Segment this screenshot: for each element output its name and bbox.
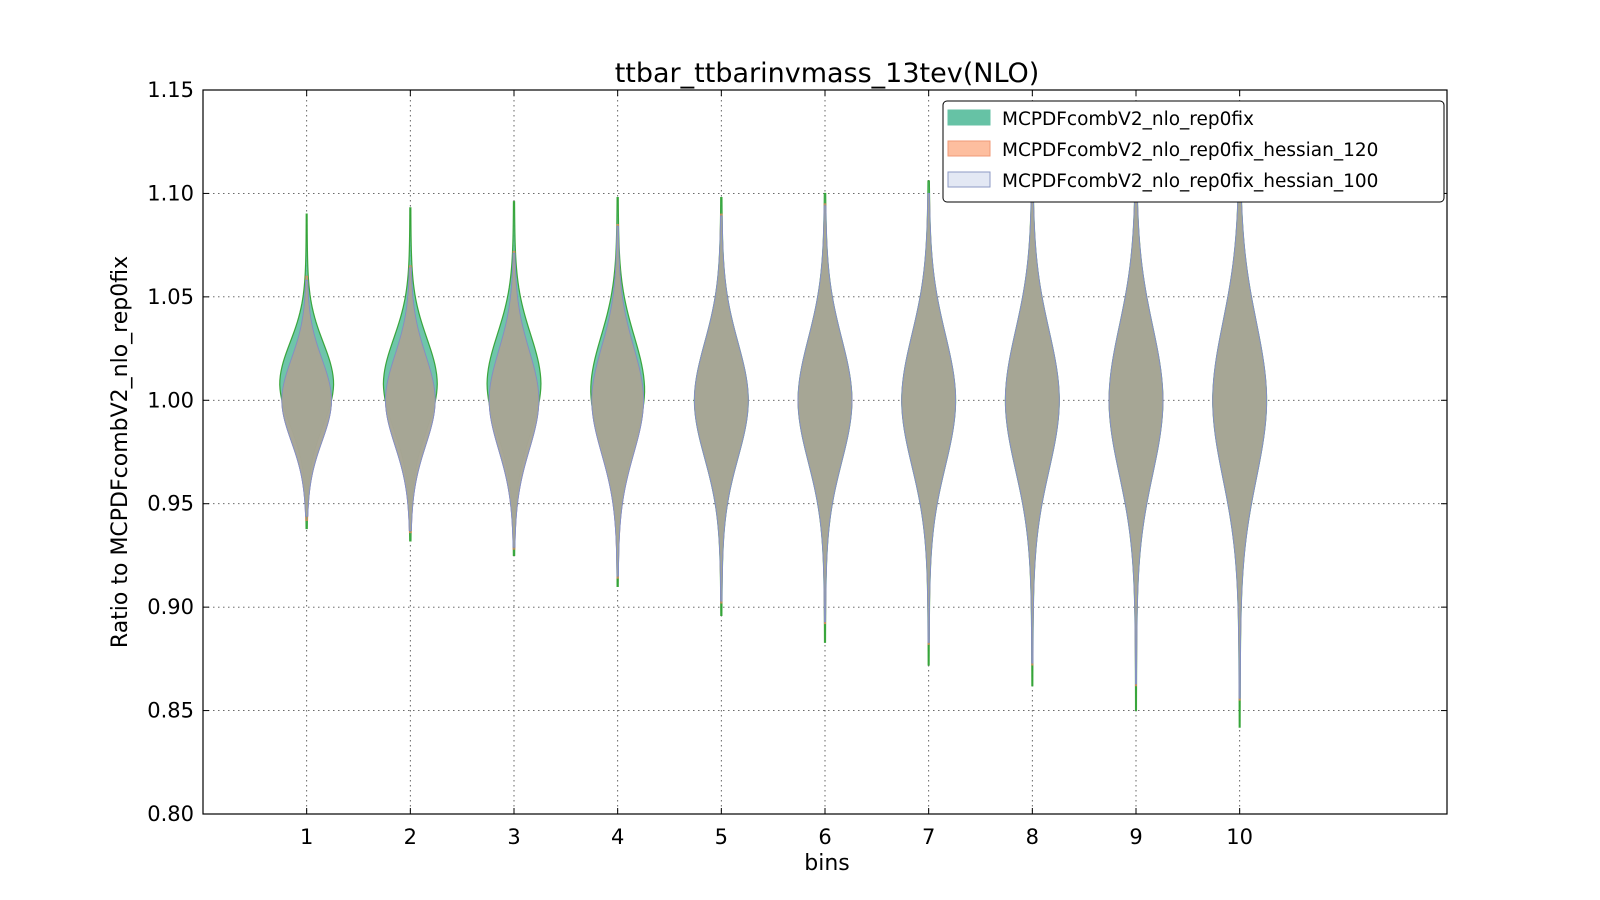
- x-tick-label: 6: [818, 825, 831, 849]
- legend-swatch-0: [947, 109, 991, 126]
- x-tick-label: 8: [1026, 825, 1039, 849]
- violin-overlap-bin-1: [281, 279, 332, 517]
- legend-label-0: MCPDFcombV2_nlo_rep0fix: [1002, 109, 1254, 130]
- legend-entry: MCPDFcombV2_nlo_rep0fix_hessian_120: [947, 140, 1378, 161]
- violin-overlap-bin-5: [694, 215, 749, 602]
- chart-title: ttbar_ttbarinvmass_13tev(NLO): [615, 58, 1040, 89]
- y-axis: 0.80 0.85 0.90 0.95 1.00 1.05 1.10 1.15: [147, 78, 1447, 826]
- legend-label-2: MCPDFcombV2_nlo_rep0fix_hessian_100: [1002, 171, 1378, 192]
- y-tick-label: 0.95: [147, 492, 194, 516]
- x-axis-label: bins: [804, 851, 849, 876]
- x-tick-label: 5: [715, 825, 728, 849]
- y-tick-label: 1.05: [147, 285, 194, 309]
- legend: MCPDFcombV2_nlo_rep0fix MCPDFcombV2_nlo_…: [942, 100, 1445, 203]
- y-tick-label: 1.00: [147, 388, 194, 412]
- violin-overlap-bin-2: [385, 267, 436, 532]
- violin-overlap-bin-6: [797, 205, 853, 623]
- y-tick-label: 1.15: [147, 78, 194, 102]
- x-tick-label: 9: [1129, 825, 1142, 849]
- violin-overlap-bin-7: [901, 193, 957, 643]
- legend-label-1: MCPDFcombV2_nlo_rep0fix_hessian_120: [1002, 140, 1378, 161]
- y-tick-label: 0.85: [147, 699, 194, 723]
- x-tick-label: 7: [922, 825, 935, 849]
- x-tick-label: 4: [611, 825, 624, 849]
- legend-entry: MCPDFcombV2_nlo_rep0fix_hessian_100: [947, 171, 1378, 192]
- violin-overlap-bin-3: [488, 253, 540, 548]
- x-tick-label: 1: [300, 825, 313, 849]
- legend-swatch-1: [947, 140, 991, 157]
- y-axis-label: Ratio to MCPDFcombV2_nlo_rep0fix: [108, 256, 133, 648]
- legend-entry: MCPDFcombV2_nlo_rep0fix: [947, 109, 1254, 130]
- x-axis: 1 2 3 4 5 6 7 8 9 10: [300, 90, 1253, 849]
- violin-overlap-bin-4: [591, 226, 644, 577]
- legend-box: [942, 100, 1445, 203]
- y-tick-label: 0.80: [147, 802, 194, 826]
- x-tick-label: 10: [1226, 825, 1253, 849]
- x-tick-label: 2: [404, 825, 417, 849]
- y-tick-label: 1.10: [147, 181, 194, 205]
- y-tick-label: 0.90: [147, 595, 194, 619]
- x-tick-label: 3: [507, 825, 520, 849]
- legend-swatch-2: [947, 171, 991, 188]
- violins: [279, 147, 1268, 728]
